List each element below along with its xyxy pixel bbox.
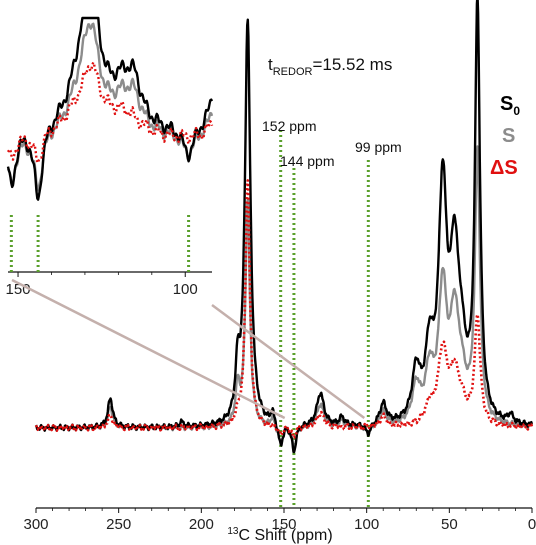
inset-series-line-S0 (6, 16, 214, 201)
legend-entry-S: S (502, 125, 515, 147)
x-tick-label: 250 (106, 516, 131, 533)
inset-background (8, 14, 212, 272)
x-tick-label: 0 (528, 516, 536, 533)
x-axis-label: 13C Shift (ppm) (227, 526, 332, 544)
x-tick-label: 200 (189, 516, 214, 533)
marker-label-99: 99 ppm (355, 139, 402, 155)
x-tick-label: 300 (23, 516, 48, 533)
inset-series-line-dS (7, 61, 214, 164)
marker-label-144: 144 ppm (280, 153, 334, 169)
series-line-dS (34, 179, 534, 440)
zoom-connector-lines (11, 278, 366, 420)
trEDOR-annotation: tREDOR=15.52 ms (268, 55, 392, 78)
x-tick-label: 150 (271, 516, 296, 533)
legend-entry-S0: S0 (500, 93, 520, 118)
main-plot: 300 250 200 150 100 50 0 152 ppm 144 ppm 99 ppm (23, 0, 536, 533)
x-tick-label: 100 (354, 516, 379, 533)
legend-entry-deltaS: ΔS (490, 157, 518, 179)
zoom-line-left (11, 278, 286, 420)
x-tick-label: 50 (441, 516, 458, 533)
inset-plot: 150 100 (6, 14, 214, 298)
inset-x-tick-label: 100 (173, 281, 198, 298)
zoom-line-right (211, 303, 366, 420)
series-line-S0 (34, 0, 534, 454)
marker-label-152: 152 ppm (262, 118, 316, 134)
